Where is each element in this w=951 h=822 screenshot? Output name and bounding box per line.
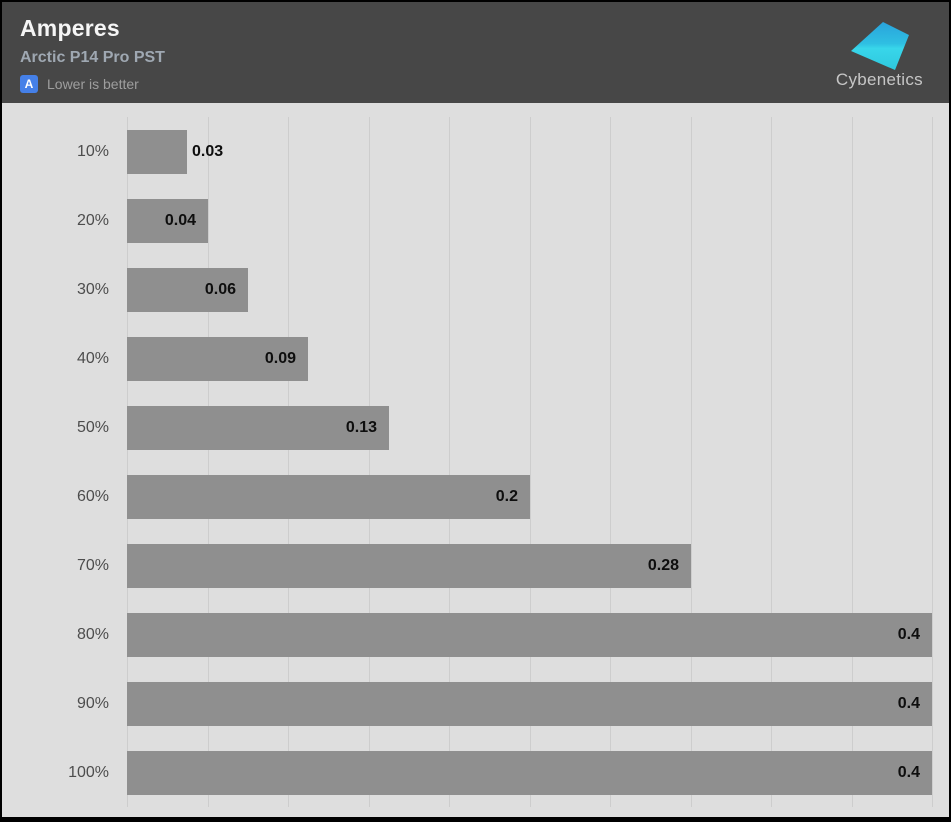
category-label: 90% [76,694,109,712]
category-label: 10% [76,142,109,160]
value-label: 0.04 [164,211,196,229]
bar-row: 40% 0.09 [2,324,949,393]
value-label: 0.06 [204,280,236,298]
category-label: 30% [76,280,109,298]
bar: 0.13 [127,405,389,450]
bar: 0.4 [127,612,932,657]
bar-track: 0.06 [127,267,949,312]
category-label: 50% [76,418,109,436]
cybenetics-logo-icon [851,21,910,70]
bar: 0.4 [127,681,932,726]
bar-track: 0.4 [127,750,949,795]
bar: 0.06 [127,267,248,312]
bar-track: 0.13 [127,405,949,450]
bar-track: 0.2 [127,474,949,519]
gridline [932,117,933,807]
bar-row: 80% 0.4 [2,600,949,669]
value-label: 0.4 [897,763,920,781]
category-label: 70% [76,556,109,574]
chart-title: Amperes [20,15,120,41]
gridline [369,117,370,807]
bar-row: 90% 0.4 [2,669,949,738]
brand-logo: Cybenetics [836,12,923,97]
category-label: 20% [76,211,109,229]
bar-track: 0.4 [127,612,949,657]
bar: 0.09 [127,336,308,381]
bar-track: 0.04 [127,198,949,243]
value-label: 0.2 [495,487,518,505]
value-label: 0.03 [192,142,224,160]
category-label: 80% [76,625,109,643]
bar-track: 0.4 [127,681,949,726]
value-label: 0.4 [897,625,920,643]
gridline [852,117,853,807]
bar: 0.2 [127,474,530,519]
badge-row: A Lower is better [20,75,165,93]
gridline [771,117,772,807]
gridline [610,117,611,807]
bar-row: 70% 0.28 [2,531,949,600]
chart-header: Amperes Arctic P14 Pro PST A Lower is be… [2,2,949,103]
gridline [530,117,531,807]
bar-row: 60% 0.2 [2,462,949,531]
header-text-block: Amperes Arctic P14 Pro PST A Lower is be… [20,12,165,97]
bar-track: 0.03 [127,129,949,174]
bar [127,129,187,174]
value-label: 0.09 [264,349,296,367]
lower-is-better-note: Lower is better [47,76,139,92]
bar-track: 0.28 [127,543,949,588]
bar: 0.28 [127,543,691,588]
brand-name: Cybenetics [835,69,923,89]
bar-row: 100% 0.4 [2,738,949,807]
bar: 0.4 [127,750,932,795]
value-label: 0.4 [897,694,920,712]
value-label: 0.28 [647,556,679,574]
category-label: 100% [68,763,109,781]
gridline-layer [127,117,933,807]
bar: 0.04 [127,198,208,243]
category-label: 60% [76,487,109,505]
gridline [691,117,692,807]
gridline [449,117,450,807]
category-label: 40% [76,349,109,367]
bar-chart: 10% 0.03 20% 0.04 30% 0.06 40% 0.09 50% 0.13 60% 0.… [2,103,949,817]
gridline [208,117,209,807]
gridline [288,117,289,807]
bar-rows: 10% 0.03 20% 0.04 30% 0.06 40% 0.09 50% 0.13 60% 0.… [2,117,949,807]
bar-track: 0.09 [127,336,949,381]
bar-row: 30% 0.06 [2,255,949,324]
grade-a-badge: A [20,75,38,93]
bar-row: 10% 0.03 [2,117,949,186]
bar-row: 50% 0.13 [2,393,949,462]
value-label: 0.13 [345,418,377,436]
chart-subtitle: Arctic P14 Pro PST [20,49,165,66]
gridline [127,117,128,807]
bar-row: 20% 0.04 [2,186,949,255]
